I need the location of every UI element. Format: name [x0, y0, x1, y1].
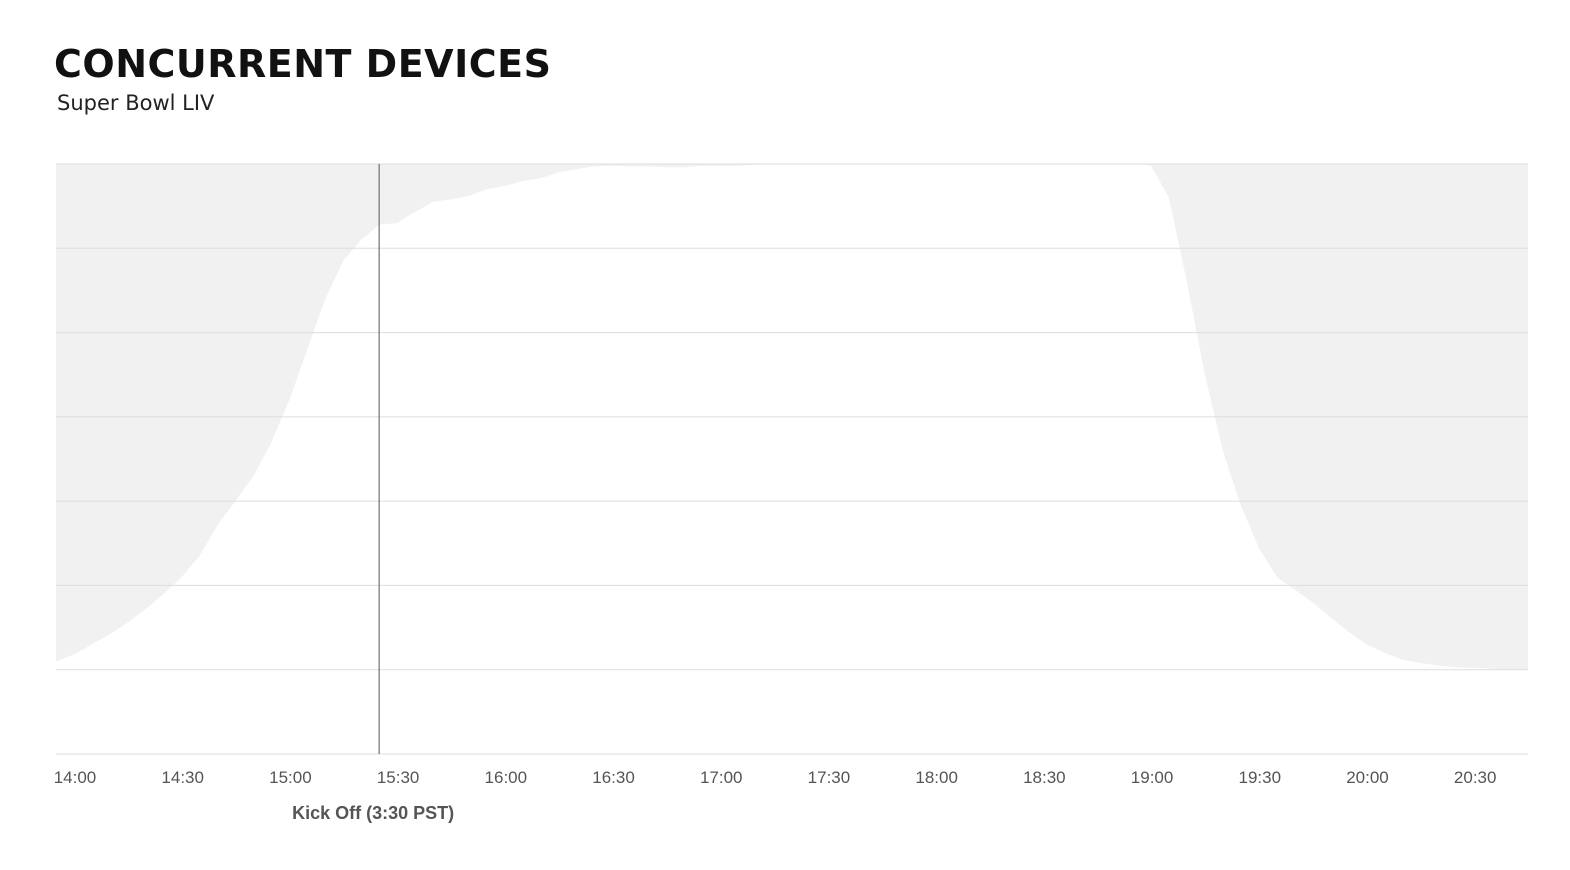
x-axis-ticks: 14:00 14:30 15:00 15:30 16:00 16:30 17:00 17:30… [54, 768, 1497, 787]
series-area [56, 164, 1528, 754]
x-tick-label: 19:00 [1131, 768, 1174, 787]
chart-subtitle: Super Bowl LIV [57, 91, 215, 115]
x-tick-label: 14:00 [54, 768, 97, 787]
x-tick-label: 17:00 [700, 768, 743, 787]
grid-lines [56, 163, 1528, 755]
x-tick-label: 20:30 [1454, 768, 1497, 787]
x-tick-label: 19:30 [1239, 768, 1282, 787]
x-tick-label: 17:30 [808, 768, 851, 787]
chart-title: CONCURRENT DEVICES [54, 42, 552, 86]
kickoff-annotation: Kick Off (3:30 PST) [292, 803, 454, 823]
x-tick-label: 18:30 [1023, 768, 1066, 787]
x-tick-label: 18:00 [915, 768, 958, 787]
x-tick-label: 15:00 [269, 768, 312, 787]
x-tick-label: 14:30 [161, 768, 204, 787]
x-tick-label: 15:30 [377, 768, 420, 787]
x-tick-label: 16:00 [485, 768, 528, 787]
x-tick-label: 16:30 [592, 768, 635, 787]
x-tick-label: 20:00 [1346, 768, 1389, 787]
